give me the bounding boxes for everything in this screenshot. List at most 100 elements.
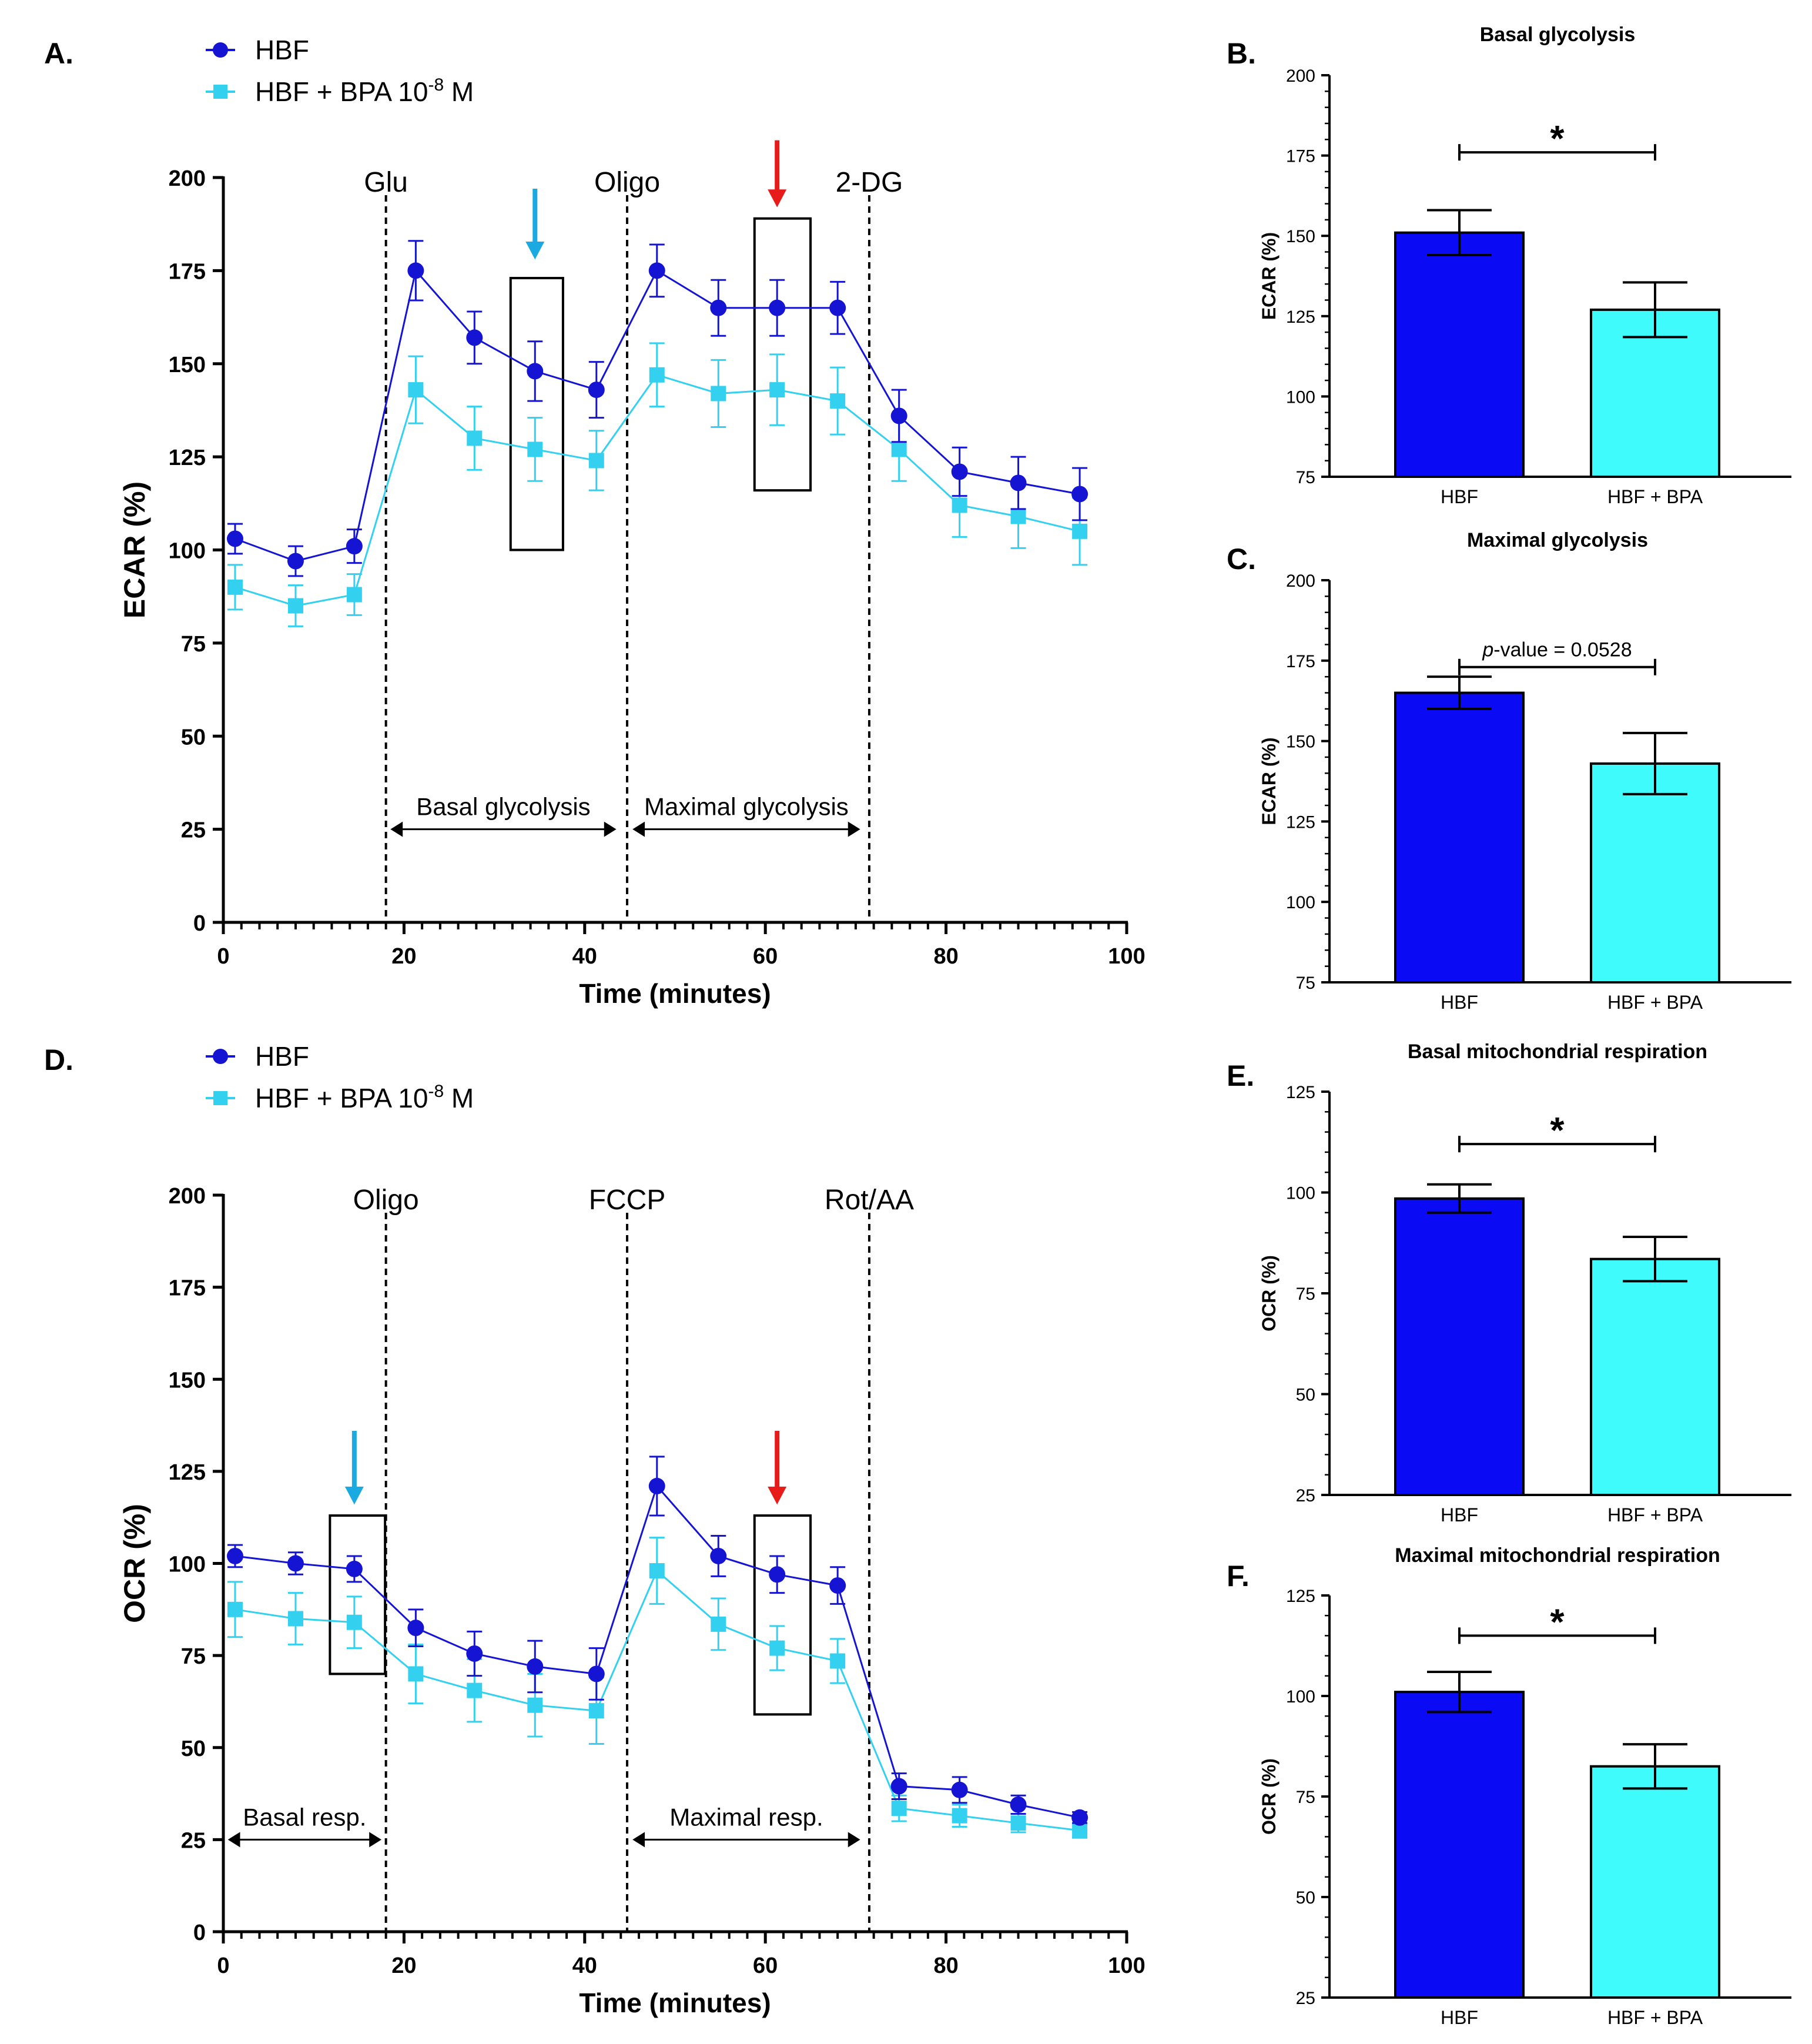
data-point — [346, 587, 362, 603]
x-tick-label: 0 — [217, 944, 229, 969]
data-point — [891, 441, 907, 457]
axes: 0 25 50 75 100 125 150 175 200 0 20 40 60 80 100 Time (… — [118, 1184, 1146, 2018]
data-point — [227, 1601, 243, 1617]
panel-A: A. HBF HBF + BPA 10-8 M 0 25 50 75 100 125 150 175… — [44, 35, 1146, 1009]
panel-B: B. Basal glycolysis 75 100 125 150 175 200 ECAR … — [1227, 24, 1791, 507]
bar-hbf — [1394, 231, 1525, 478]
bar-hbf-bpa — [1590, 1257, 1720, 1496]
data-point — [588, 382, 605, 399]
injection-label: Oligo — [594, 167, 660, 198]
data-point — [951, 1781, 968, 1798]
data-point — [769, 1566, 786, 1583]
y-tick-label: 150 — [169, 1368, 206, 1393]
data-point — [407, 262, 424, 279]
x-category-label: HBF — [1441, 992, 1478, 1013]
y-tick-label: 125 — [169, 1460, 206, 1485]
y-tick-label: 200 — [1286, 571, 1315, 591]
significance-star: * — [1550, 1110, 1565, 1151]
y-tick-label: 100 — [1286, 1184, 1315, 1203]
range-arrow-head — [632, 821, 645, 837]
data-point — [829, 1577, 846, 1594]
legend-label-superscript: -8 — [428, 75, 444, 95]
range-arrow-head — [390, 821, 403, 837]
chart-title: Basal glycolysis — [1480, 24, 1636, 46]
chart-title: Maximal mitochondrial respiration — [1395, 1544, 1720, 1567]
y-tick-label: 75 — [1296, 1788, 1315, 1807]
y-tick-label: 50 — [181, 1737, 206, 1761]
chart-title: Basal mitochondrial respiration — [1408, 1041, 1707, 1063]
series-line — [235, 374, 1080, 607]
data-point — [1010, 1815, 1026, 1831]
data-point — [287, 1555, 304, 1572]
bar-hbf — [1394, 1691, 1525, 1999]
data-point — [769, 382, 785, 398]
y-tick-label: 0 — [193, 911, 206, 936]
panel-F: F. Maximal mitochondrial respiration 25 50 7… — [1227, 1544, 1791, 2028]
data-point — [227, 579, 243, 595]
data-point — [952, 497, 967, 513]
y-tick-label: 25 — [1296, 1989, 1315, 2008]
data-point — [1071, 486, 1088, 503]
x-tick-label: 40 — [572, 944, 597, 969]
chart-title: Maximal glycolysis — [1467, 529, 1648, 551]
data-point — [346, 1560, 363, 1577]
legend-label: HBF — [255, 35, 309, 65]
significance-star: * — [1550, 1602, 1565, 1642]
data-point — [467, 1682, 483, 1698]
series-hbf-bpa — [227, 342, 1088, 627]
injection-label: Rot/AA — [825, 1185, 914, 1216]
series-hbf — [226, 240, 1088, 577]
x-category-label: HBF + BPA — [1607, 992, 1703, 1013]
injection-label: Glu — [364, 167, 408, 198]
y-tick-label: 75 — [1296, 468, 1315, 487]
data-point — [346, 538, 363, 555]
legend-marker-square — [213, 85, 227, 99]
data-point — [408, 382, 424, 398]
y-tick-label: 200 — [1286, 66, 1315, 86]
indicator-arrow-head — [768, 189, 787, 208]
y-tick-label: 25 — [181, 1828, 206, 1853]
legend-label-text: HBF — [255, 1041, 309, 1072]
x-category-label: HBF + BPA — [1607, 486, 1703, 507]
legend-label: HBF + BPA 10-8 M — [255, 75, 474, 107]
y-tick-label: 50 — [1296, 1386, 1315, 1405]
data-point — [527, 1658, 544, 1675]
data-point — [890, 407, 907, 424]
x-tick-label: 60 — [753, 944, 778, 969]
y-tick-label: 125 — [1286, 812, 1315, 832]
panel-label-C: C. — [1227, 543, 1256, 576]
y-tick-label: 200 — [169, 1184, 206, 1209]
legend-label-superscript: -8 — [428, 1082, 444, 1101]
y-tick-label: 175 — [169, 259, 206, 284]
y-tick-label: 100 — [1286, 387, 1315, 407]
highlight-box — [329, 1514, 387, 1675]
data-point — [527, 1697, 543, 1713]
x-tick-label: 80 — [933, 944, 958, 969]
p-value-text: -value = 0.0528 — [1493, 639, 1632, 661]
x-tick-label: 80 — [933, 1953, 958, 1978]
panel-label-A: A. — [44, 37, 73, 70]
data-point — [588, 1703, 604, 1719]
y-tick-label: 75 — [181, 1644, 206, 1669]
injection-label: 2-DG — [836, 167, 903, 198]
data-point — [648, 1477, 665, 1494]
data-point — [710, 299, 727, 316]
bar-hbf — [1394, 691, 1525, 984]
x-tick-label: 20 — [391, 944, 416, 969]
data-point — [710, 1547, 727, 1564]
y-tick-label: 175 — [1286, 652, 1315, 671]
p-value-label: p-value = 0.0528 — [1482, 639, 1632, 661]
indicator-arrow-head — [768, 1486, 787, 1505]
data-point — [952, 1808, 967, 1824]
injection-label: Oligo — [353, 1185, 419, 1216]
data-point — [649, 1563, 665, 1579]
y-tick-label: 100 — [1286, 1687, 1315, 1707]
legend: HBF HBF + BPA 10-8 M — [206, 1041, 474, 1113]
y-tick-label: 50 — [1296, 1888, 1315, 1908]
data-point — [769, 299, 786, 316]
data-point — [649, 367, 665, 383]
data-point — [408, 1666, 424, 1682]
series-hbf — [226, 1456, 1088, 1826]
y-axis-title: ECAR (%) — [1258, 737, 1280, 825]
data-point — [891, 1801, 907, 1816]
